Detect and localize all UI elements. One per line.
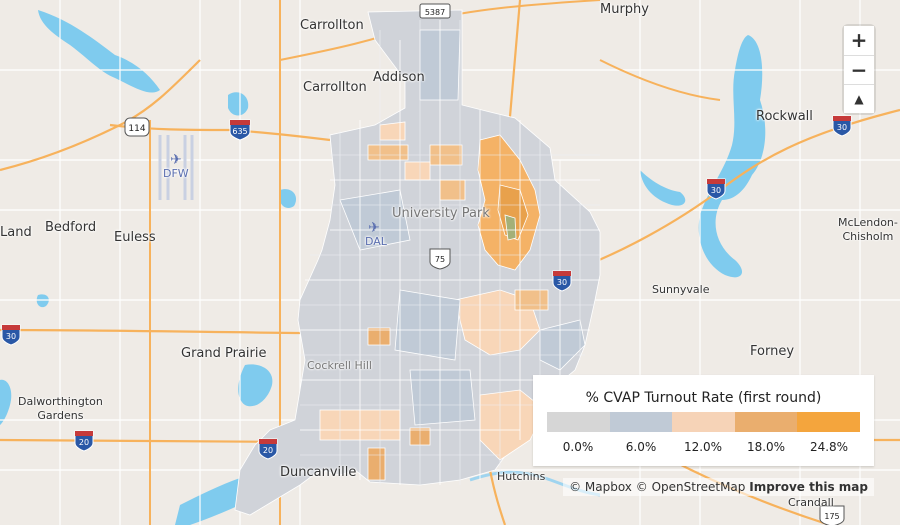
lake-small-west xyxy=(228,92,249,116)
city-label-mclendon-chisholm: McLendon- Chisholm xyxy=(838,216,898,243)
lake-ray-hubbard xyxy=(698,35,766,278)
city-label-carrollton: Carrollton xyxy=(303,80,367,95)
zoom-control: + − ▲ xyxy=(844,26,874,113)
shield-114: 114 xyxy=(124,117,150,137)
precinct-north-peach-1[interactable] xyxy=(367,144,409,161)
attribution: © Mapbox © OpenStreetMap Improve this ma… xyxy=(563,478,874,496)
shield-30-mid: 30 xyxy=(706,178,726,200)
zoom-in-button[interactable]: + xyxy=(844,26,874,55)
precinct-north-peach-5[interactable] xyxy=(379,121,406,141)
legend-swatch-1 xyxy=(609,412,673,432)
shield-175: 175 xyxy=(819,505,845,525)
airport-label-dfw: DFW xyxy=(163,167,189,180)
city-label-university-park: University Park xyxy=(392,206,490,221)
legend-swatch-2 xyxy=(672,412,735,432)
pond-b xyxy=(279,189,297,209)
lake-joe-pool xyxy=(175,477,257,525)
city-label-euless: Euless xyxy=(114,230,156,245)
city-label-crandall: Crandall xyxy=(788,496,834,509)
city-label-dalworthington-gardens: Dalworthington Gardens xyxy=(18,395,103,422)
airport-label-dal: DAL xyxy=(365,235,387,248)
legend-tick-2: 12.0% xyxy=(683,440,723,454)
lake-arm-east xyxy=(640,170,686,206)
lake-northwest xyxy=(38,10,160,93)
city-label-duncanville: Duncanville xyxy=(280,465,357,480)
shield-layer: 114 635 30 30 30 30 20 20 75 175 5387 xyxy=(1,3,852,525)
shield-175-text: 175 xyxy=(824,512,839,521)
precinct-north-peach-4[interactable] xyxy=(439,179,466,201)
legend-swatches xyxy=(547,412,860,432)
shield-75: 75 xyxy=(429,248,451,270)
shield-20-center: 20 xyxy=(258,438,278,460)
shield-30-east-text: 30 xyxy=(837,123,847,132)
legend-ticks: 0.0% 6.0% 12.0% 18.0% 24.8% xyxy=(547,440,860,456)
legend-swatch-3 xyxy=(734,412,798,432)
legend-panel: % CVAP Turnout Rate (first round) 0.0% 6… xyxy=(533,375,874,466)
legend-tick-4: 24.8% xyxy=(809,440,849,454)
attribution-mapbox-link[interactable]: © Mapbox xyxy=(569,480,632,494)
city-label-hutchins: Hutchins xyxy=(497,470,546,483)
shield-30-east: 30 xyxy=(832,115,852,137)
shield-635: 635 xyxy=(229,119,251,141)
shield-30-mid-text: 30 xyxy=(711,186,721,195)
airport-dal-icon: ✈ xyxy=(368,220,380,236)
precinct-sw-orange-1[interactable] xyxy=(367,447,386,481)
legend-tick-3: 18.0% xyxy=(746,440,786,454)
shield-20-west-text: 20 xyxy=(79,438,89,447)
shield-20-west: 20 xyxy=(74,430,94,452)
compass-button[interactable]: ▲ xyxy=(844,84,874,113)
city-label-grand-prairie: Grand Prairie xyxy=(181,346,267,361)
precinct-west-orange[interactable] xyxy=(367,327,391,346)
shield-30-west-text: 30 xyxy=(6,332,16,341)
city-label-bedford: Bedford xyxy=(45,220,97,235)
city-label-forney: Forney xyxy=(750,344,795,359)
highway-45 xyxy=(488,469,507,525)
lake-mountain-creek xyxy=(238,364,273,407)
shield-635-text: 635 xyxy=(232,127,247,136)
precinct-blue-3[interactable] xyxy=(409,369,476,426)
city-label-murphy: Murphy xyxy=(600,2,649,17)
shield-30-center: 30 xyxy=(552,270,572,292)
dallas-outline[interactable] xyxy=(234,9,601,516)
airport-dfw-icon: ✈ xyxy=(170,152,182,168)
shield-114-text: 114 xyxy=(128,124,145,134)
shield-30-center-text: 30 xyxy=(557,278,567,287)
airport-icons: ✈ ✈ xyxy=(170,152,380,236)
precinct-north-peach-3[interactable] xyxy=(404,161,431,181)
legend-swatch-0 xyxy=(547,412,610,432)
airport-dfw-runways xyxy=(158,135,194,200)
zoom-out-button[interactable]: − xyxy=(844,55,874,84)
city-label-land: Land xyxy=(0,225,32,240)
highway-east-loop xyxy=(599,59,721,101)
city-label-rockwall: Rockwall xyxy=(756,109,813,124)
legend-title: % CVAP Turnout Rate (first round) xyxy=(585,390,822,406)
shield-30-west: 30 xyxy=(1,324,21,346)
precinct-blue-2[interactable] xyxy=(394,289,461,361)
city-label-carrollton-north: Carrollton xyxy=(300,18,364,33)
pond-a xyxy=(36,294,49,308)
legend-tick-1: 6.0% xyxy=(625,440,657,454)
shield-20-center-text: 20 xyxy=(263,446,273,455)
choropleth-layer[interactable] xyxy=(234,9,601,516)
legend-tick-0: 0.0% xyxy=(562,440,594,454)
precinct-grid-fine xyxy=(300,20,600,485)
attribution-osm-link[interactable]: © OpenStreetMap xyxy=(635,480,746,494)
city-label-sunnyvale: Sunnyvale xyxy=(652,283,710,296)
shield-5387-text: 5387 xyxy=(425,8,445,17)
highway-114 xyxy=(0,59,201,172)
lake-west-edge xyxy=(0,379,12,425)
shield-75-text: 75 xyxy=(435,255,445,264)
shield-5387: 5387 xyxy=(419,3,451,19)
precinct-east-green[interactable] xyxy=(504,214,517,241)
city-label-cockrell-hill: Cockrell Hill xyxy=(307,359,372,372)
city-label-addison: Addison xyxy=(373,70,425,85)
improve-map-link[interactable]: Improve this map xyxy=(749,480,868,494)
legend-swatch-4 xyxy=(797,412,860,432)
